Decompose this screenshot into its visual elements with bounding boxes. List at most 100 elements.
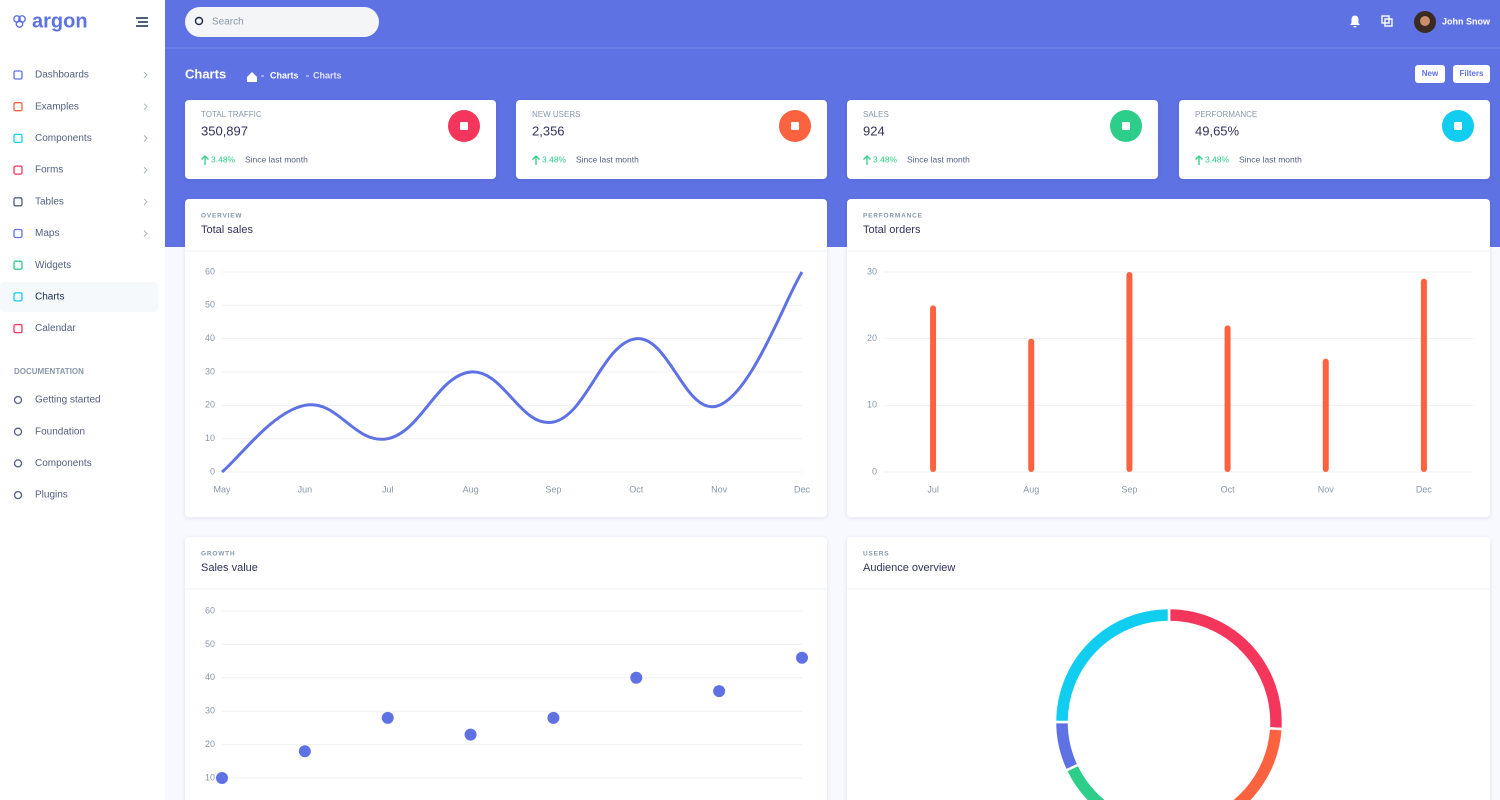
chevron xyxy=(143,135,148,142)
stat-card xyxy=(516,100,827,179)
search-placeholder: Search xyxy=(212,17,244,28)
stat-icon-glyph xyxy=(460,122,468,130)
chart-card xyxy=(185,199,827,517)
stat-card xyxy=(185,100,496,179)
chart-title: Total sales xyxy=(201,224,253,236)
doc-item[interactable]: Plugins xyxy=(35,490,68,501)
bar xyxy=(1322,358,1329,472)
nav-item[interactable]: Forms xyxy=(35,165,63,176)
chart-card xyxy=(847,199,1490,517)
point xyxy=(298,745,311,758)
search-icon xyxy=(194,16,204,26)
nav-icon xyxy=(13,292,23,302)
home-icon[interactable] xyxy=(247,72,257,82)
chart-card xyxy=(185,537,827,800)
bar xyxy=(1126,272,1133,472)
nav-icon xyxy=(13,102,23,112)
line-series xyxy=(221,271,804,474)
stat-change: 3.48% xyxy=(542,154,567,164)
nav-item[interactable]: Maps xyxy=(35,228,59,239)
chevron xyxy=(143,71,148,79)
x-tick-label: Jun xyxy=(298,484,313,494)
point xyxy=(796,651,808,664)
y-tick-label: 40 xyxy=(205,333,215,343)
stat-label: NEW USERS xyxy=(532,110,580,119)
logo-icon xyxy=(13,15,26,28)
breadcrumb[interactable]: Charts xyxy=(270,70,299,80)
nav-item[interactable]: Charts xyxy=(35,292,64,303)
x-tick-label: Jul xyxy=(927,484,939,494)
stat-since: Since last month xyxy=(1239,154,1302,164)
breadcrumb: Charts xyxy=(313,70,342,80)
trend-arrow xyxy=(1195,155,1203,165)
chart-subtitle: USERS xyxy=(863,551,889,558)
y-tick-label: 30 xyxy=(205,366,215,376)
filters-button[interactable] xyxy=(1453,65,1490,83)
chevron xyxy=(143,166,148,174)
menu-toggle[interactable] xyxy=(136,17,148,27)
stat-value: 924 xyxy=(863,123,885,138)
trend-arrow xyxy=(532,155,540,165)
new-button[interactable] xyxy=(1415,65,1445,83)
point xyxy=(630,671,643,684)
chart-title: Total orders xyxy=(863,224,921,236)
nav-icon xyxy=(13,165,23,175)
y-tick-label: 20 xyxy=(205,400,215,410)
active-nav-bg xyxy=(0,282,158,312)
nav-icon xyxy=(13,323,23,334)
y-tick-label: 60 xyxy=(205,266,215,276)
stat-since: Since last month xyxy=(907,154,970,164)
stat-change: 3.48% xyxy=(873,154,898,164)
nav-item[interactable]: Components xyxy=(35,133,92,144)
bar xyxy=(930,305,937,472)
search-box[interactable] xyxy=(185,7,379,37)
y-tick-label: 20 xyxy=(205,739,215,749)
bar xyxy=(1028,338,1035,472)
x-tick-label: Sep xyxy=(545,484,561,494)
nav-item[interactable]: Tables xyxy=(35,196,64,207)
nav-icon xyxy=(13,70,23,80)
sidebar xyxy=(0,0,165,800)
stat-change: 3.48% xyxy=(1205,154,1230,164)
stat-card xyxy=(1179,100,1490,179)
x-tick-label: Aug xyxy=(1023,484,1039,494)
doc-item[interactable]: Foundation xyxy=(35,426,85,437)
nav-item[interactable]: Widgets xyxy=(35,260,71,271)
y-tick-label: 30 xyxy=(205,706,215,716)
y-tick-label: 40 xyxy=(205,672,215,682)
section-title: DOCUMENTATION xyxy=(14,367,84,376)
stat-icon-glyph xyxy=(791,122,799,130)
x-tick-label: Aug xyxy=(463,484,479,494)
doughnut-slice xyxy=(1053,606,1171,724)
stat-since: Since last month xyxy=(245,154,308,164)
stat-change: 3.48% xyxy=(211,154,236,164)
doc-icon xyxy=(13,459,23,468)
nav-item[interactable]: Dashboards xyxy=(35,70,89,81)
apps-icon[interactable] xyxy=(1381,15,1393,27)
nav-icon xyxy=(13,197,23,207)
user-name[interactable]: John Snow xyxy=(1442,16,1491,26)
nav-item[interactable]: Examples xyxy=(35,101,79,112)
bell-icon[interactable] xyxy=(1350,15,1360,28)
x-tick-label: Jul xyxy=(382,484,394,494)
chart-card xyxy=(847,537,1490,800)
y-tick-label: 0 xyxy=(210,466,215,476)
doc-item[interactable]: Components xyxy=(35,458,92,469)
button-label[interactable]: New xyxy=(1422,69,1439,78)
stat-icon-glyph xyxy=(1122,122,1130,130)
x-tick-label: Sep xyxy=(1121,484,1137,494)
doc-icon xyxy=(13,395,23,405)
chart-subtitle: GROWTH xyxy=(201,551,235,558)
stat-value: 2,356 xyxy=(532,123,565,138)
chart-subtitle: PERFORMANCE xyxy=(863,213,923,220)
logo[interactable]: argon xyxy=(32,10,88,32)
chart-subtitle: OVERVIEW xyxy=(201,213,242,220)
x-tick-label: May xyxy=(213,484,231,494)
point xyxy=(216,772,228,784)
nav-item[interactable]: Calendar xyxy=(35,323,76,334)
button-label[interactable]: Filters xyxy=(1459,69,1484,78)
x-tick-label: Dec xyxy=(1416,484,1433,494)
doc-item[interactable]: Getting started xyxy=(35,395,101,406)
point xyxy=(547,711,560,724)
